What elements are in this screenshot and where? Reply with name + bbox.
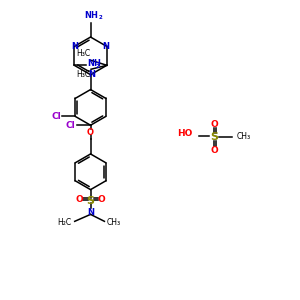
Text: NH: NH xyxy=(85,11,98,20)
Text: S: S xyxy=(210,132,218,142)
Text: Cl: Cl xyxy=(66,121,76,130)
Text: CH₃: CH₃ xyxy=(236,132,250,141)
Text: O: O xyxy=(76,195,83,204)
Text: H₂C: H₂C xyxy=(58,218,72,227)
Text: N: N xyxy=(102,42,110,51)
Text: N: N xyxy=(72,42,79,51)
Text: N: N xyxy=(88,70,95,79)
Text: O: O xyxy=(98,195,105,204)
Text: N: N xyxy=(87,208,94,217)
Text: HO: HO xyxy=(177,129,193,138)
Text: H₃C: H₃C xyxy=(76,50,90,58)
Text: O: O xyxy=(87,128,94,137)
Text: CH₃: CH₃ xyxy=(106,218,121,227)
Text: 2: 2 xyxy=(98,15,102,20)
Text: NH: NH xyxy=(87,59,101,68)
Text: O: O xyxy=(211,146,218,154)
Text: S: S xyxy=(87,196,94,206)
Text: Cl: Cl xyxy=(52,112,61,121)
Text: O: O xyxy=(211,120,218,129)
Text: 2: 2 xyxy=(96,64,100,69)
Text: H₃C: H₃C xyxy=(76,70,90,79)
